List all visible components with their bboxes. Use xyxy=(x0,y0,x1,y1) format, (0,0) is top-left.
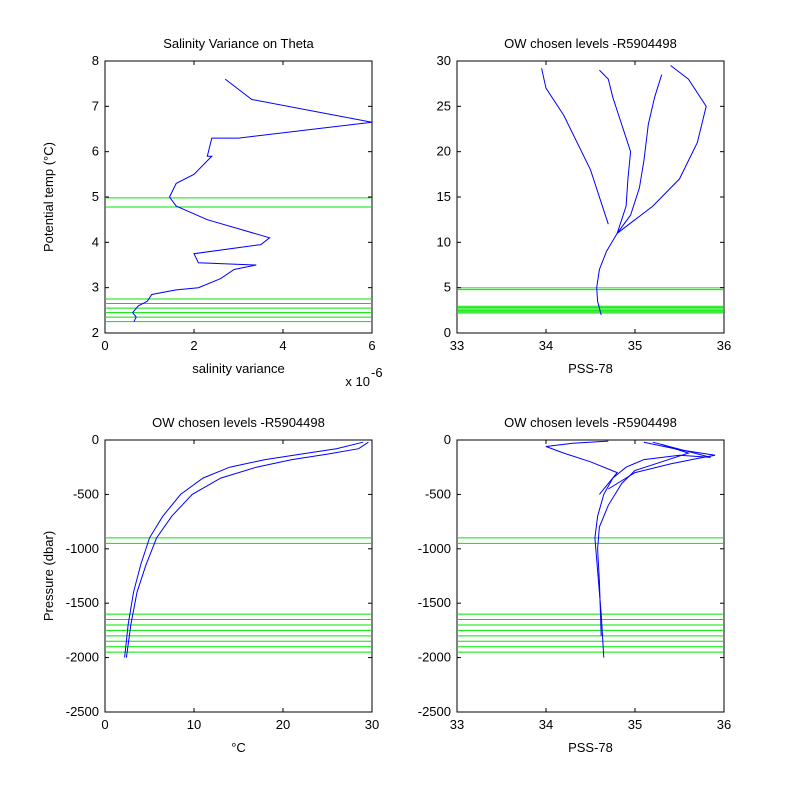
axes-frame xyxy=(104,60,373,334)
x-axis-label: PSS-78 xyxy=(568,740,613,755)
x-tick-label: 34 xyxy=(539,717,553,732)
y-tick-label: -1000 xyxy=(418,541,451,556)
x-axis-multiplier: x 10 xyxy=(345,374,370,389)
x-tick-label: 6 xyxy=(368,338,375,353)
profile-line xyxy=(597,443,691,636)
x-tick-label: 36 xyxy=(717,338,731,353)
x-tick-label: 10 xyxy=(187,717,201,732)
axes-frame xyxy=(456,60,725,334)
axes-frame xyxy=(456,439,725,713)
x-tick-label: 30 xyxy=(365,717,379,732)
y-tick-label: 2 xyxy=(92,325,99,340)
y-tick-label: -1000 xyxy=(66,541,99,556)
y-tick-label: 0 xyxy=(444,325,451,340)
profile-line xyxy=(594,441,711,658)
profile-line xyxy=(541,68,609,225)
chart-title: Salinity Variance on Theta xyxy=(163,36,314,51)
plot-area xyxy=(457,440,724,658)
x-tick-label: 0 xyxy=(101,338,108,353)
x-axis-exponent: -6 xyxy=(371,365,383,380)
y-axis-label: Potential temp (°C) xyxy=(41,142,56,252)
x-tick-label: 35 xyxy=(628,338,642,353)
y-tick-label: 0 xyxy=(444,432,451,447)
y-tick-label: 0 xyxy=(92,432,99,447)
x-tick-label: 35 xyxy=(628,717,642,732)
chart-title: OW chosen levels -R5904498 xyxy=(504,415,677,430)
x-tick-label: 34 xyxy=(539,338,553,353)
profile-line xyxy=(596,74,663,316)
x-tick-label: 20 xyxy=(276,717,290,732)
y-tick-label: -2000 xyxy=(66,650,99,665)
y-tick-label: 15 xyxy=(437,189,451,204)
profile-line xyxy=(125,441,369,658)
y-tick-label: -2500 xyxy=(66,704,99,719)
y-tick-label: 4 xyxy=(92,234,99,249)
profile-line xyxy=(616,65,707,234)
axes-frame xyxy=(104,439,373,713)
y-tick-label: 8 xyxy=(92,53,99,68)
chart-title: OW chosen levels -R5904498 xyxy=(152,415,325,430)
profile-line xyxy=(545,440,619,495)
x-tick-label: 33 xyxy=(450,717,464,732)
x-tick-label: 36 xyxy=(717,717,731,732)
plot-area xyxy=(105,441,372,658)
x-axis-label: °C xyxy=(231,740,246,755)
plot-area xyxy=(457,65,724,316)
y-tick-label: 25 xyxy=(437,98,451,113)
y-tick-label: -2500 xyxy=(418,704,451,719)
profile-line xyxy=(599,69,632,234)
y-tick-label: 7 xyxy=(92,98,99,113)
y-tick-label: -1500 xyxy=(66,595,99,610)
y-tick-label: 5 xyxy=(444,280,451,295)
y-axis-label: Pressure (dbar) xyxy=(41,531,56,621)
subplot-3: 0 10 20 30 -2500 -2000 -1500 -1000 -500 0 OW chose… xyxy=(41,415,379,755)
profile-line xyxy=(131,78,372,322)
y-tick-label: 6 xyxy=(92,144,99,159)
y-tick-label: -500 xyxy=(425,486,451,501)
x-tick-label: 2 xyxy=(190,338,197,353)
plot-area xyxy=(105,78,372,323)
x-tick-label: 0 xyxy=(101,717,108,732)
y-tick-label: 3 xyxy=(92,280,99,295)
y-tick-label: 30 xyxy=(437,53,451,68)
x-tick-label: 4 xyxy=(279,338,286,353)
x-axis-label: salinity variance xyxy=(192,361,285,376)
profile-line xyxy=(608,441,716,490)
x-tick-label: 33 xyxy=(450,338,464,353)
y-tick-label: -2000 xyxy=(418,650,451,665)
y-tick-label: 10 xyxy=(437,234,451,249)
y-tick-label: -1500 xyxy=(418,595,451,610)
profile-line xyxy=(124,441,364,658)
chart-title: OW chosen levels -R5904498 xyxy=(504,36,677,51)
subplot-4: 33 34 35 36 -2500 -2000 -1500 -1000 -500 0 OW chos… xyxy=(418,415,731,755)
x-axis-label: PSS-78 xyxy=(568,361,613,376)
subplot-2: 33 34 35 36 0 5 10 15 20 25 30 OW chosen levels -R5… xyxy=(437,36,732,376)
y-tick-label: 20 xyxy=(437,144,451,159)
y-tick-label: 5 xyxy=(92,189,99,204)
y-tick-label: -500 xyxy=(73,486,99,501)
